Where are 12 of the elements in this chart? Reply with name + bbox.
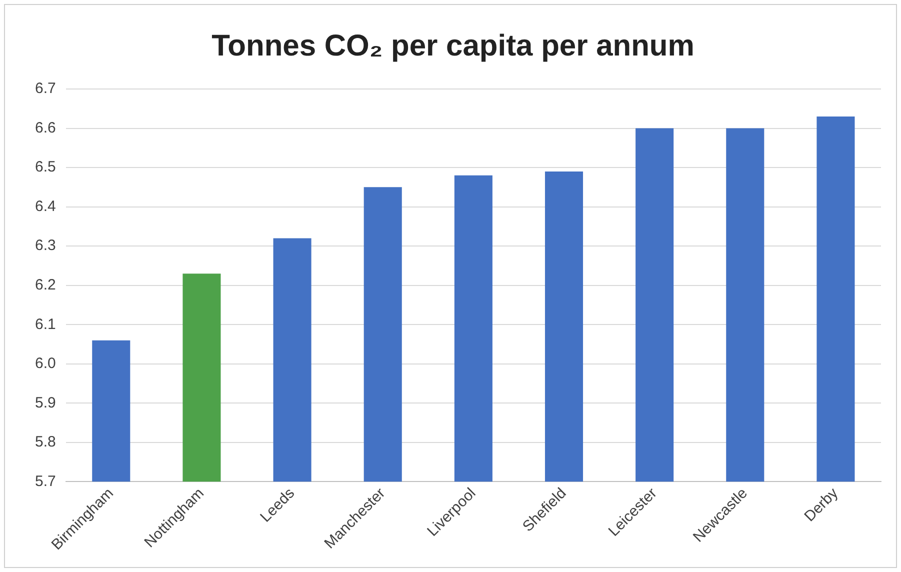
- y-tick-label: 6.2: [34, 276, 56, 294]
- y-tick-label: 6.0: [34, 355, 56, 372]
- chart-title: Tonnes CO₂ per capita per annum: [212, 29, 694, 62]
- y-tick-label: 5.8: [34, 434, 56, 451]
- y-tick-label: 5.7: [34, 472, 56, 490]
- y-tick-label: 6.3: [34, 237, 56, 254]
- y-tick-label: 6.7: [34, 80, 56, 98]
- y-tick-label: 6.1: [34, 316, 56, 333]
- y-tick-label: 5.9: [34, 394, 56, 412]
- y-tick-label: 6.5: [34, 158, 56, 176]
- y-tick-label: 6.6: [34, 119, 56, 136]
- y-tick-label: 6.4: [34, 198, 56, 215]
